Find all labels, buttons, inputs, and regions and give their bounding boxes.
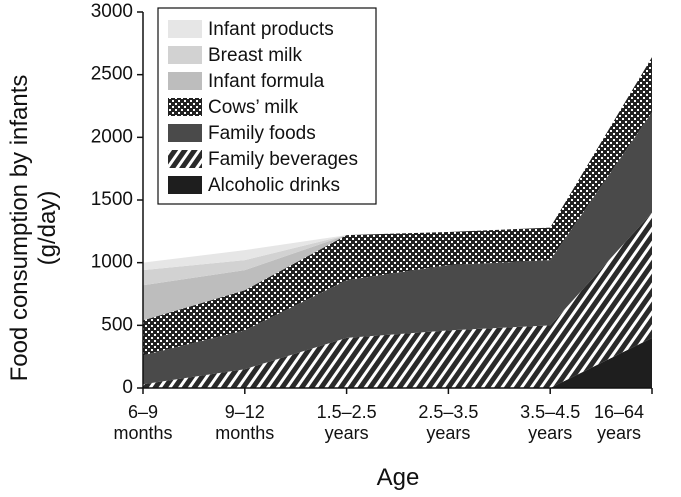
legend-label: Breast milk xyxy=(208,45,302,66)
legend-swatch xyxy=(168,98,202,116)
x-tick-label: 9–12 months xyxy=(215,402,275,443)
legend-swatch xyxy=(168,150,202,168)
y-tick-label: 3000 xyxy=(91,1,133,22)
y-tick-label: 0 xyxy=(122,377,133,398)
legend-label: Infant formula xyxy=(208,71,325,92)
legend-swatch xyxy=(168,124,202,142)
legend-label: Family beverages xyxy=(208,149,358,170)
legend-swatch xyxy=(168,72,202,90)
y-tick-label: 2000 xyxy=(91,126,133,147)
area xyxy=(143,112,652,385)
x-axis-title: Age xyxy=(376,464,420,491)
legend: Infant products Breast milk Infant formula… xyxy=(157,7,377,205)
area xyxy=(143,337,652,388)
x-tick-label: 3.5–4.5 years xyxy=(520,402,581,443)
legend-label: Cows’ milk xyxy=(208,97,299,118)
legend-label: Infant products xyxy=(208,19,334,40)
x-tick-label: 6–9 months xyxy=(113,402,173,443)
y-tick-label: 1500 xyxy=(91,189,133,210)
area xyxy=(143,57,652,321)
area xyxy=(143,57,652,356)
legend-swatch xyxy=(168,46,202,64)
x-tick-label: 2.5–3.5 years xyxy=(418,402,479,443)
legend-swatch xyxy=(168,20,202,38)
legend-label: Family foods xyxy=(208,123,316,144)
y-tick-label: 2500 xyxy=(91,64,133,85)
legend-label: Alcoholic drinks xyxy=(208,175,340,196)
y-tick-label: 500 xyxy=(101,314,133,335)
legend-swatch xyxy=(168,176,202,194)
area xyxy=(143,212,652,388)
y-tick-label: 1000 xyxy=(91,252,133,273)
y-axis-title: Food consumption by infants (g/day) xyxy=(6,74,61,382)
x-tick-label: 16–64 years xyxy=(593,402,645,443)
x-tick-label: 1.5–2.5 years xyxy=(316,402,377,443)
